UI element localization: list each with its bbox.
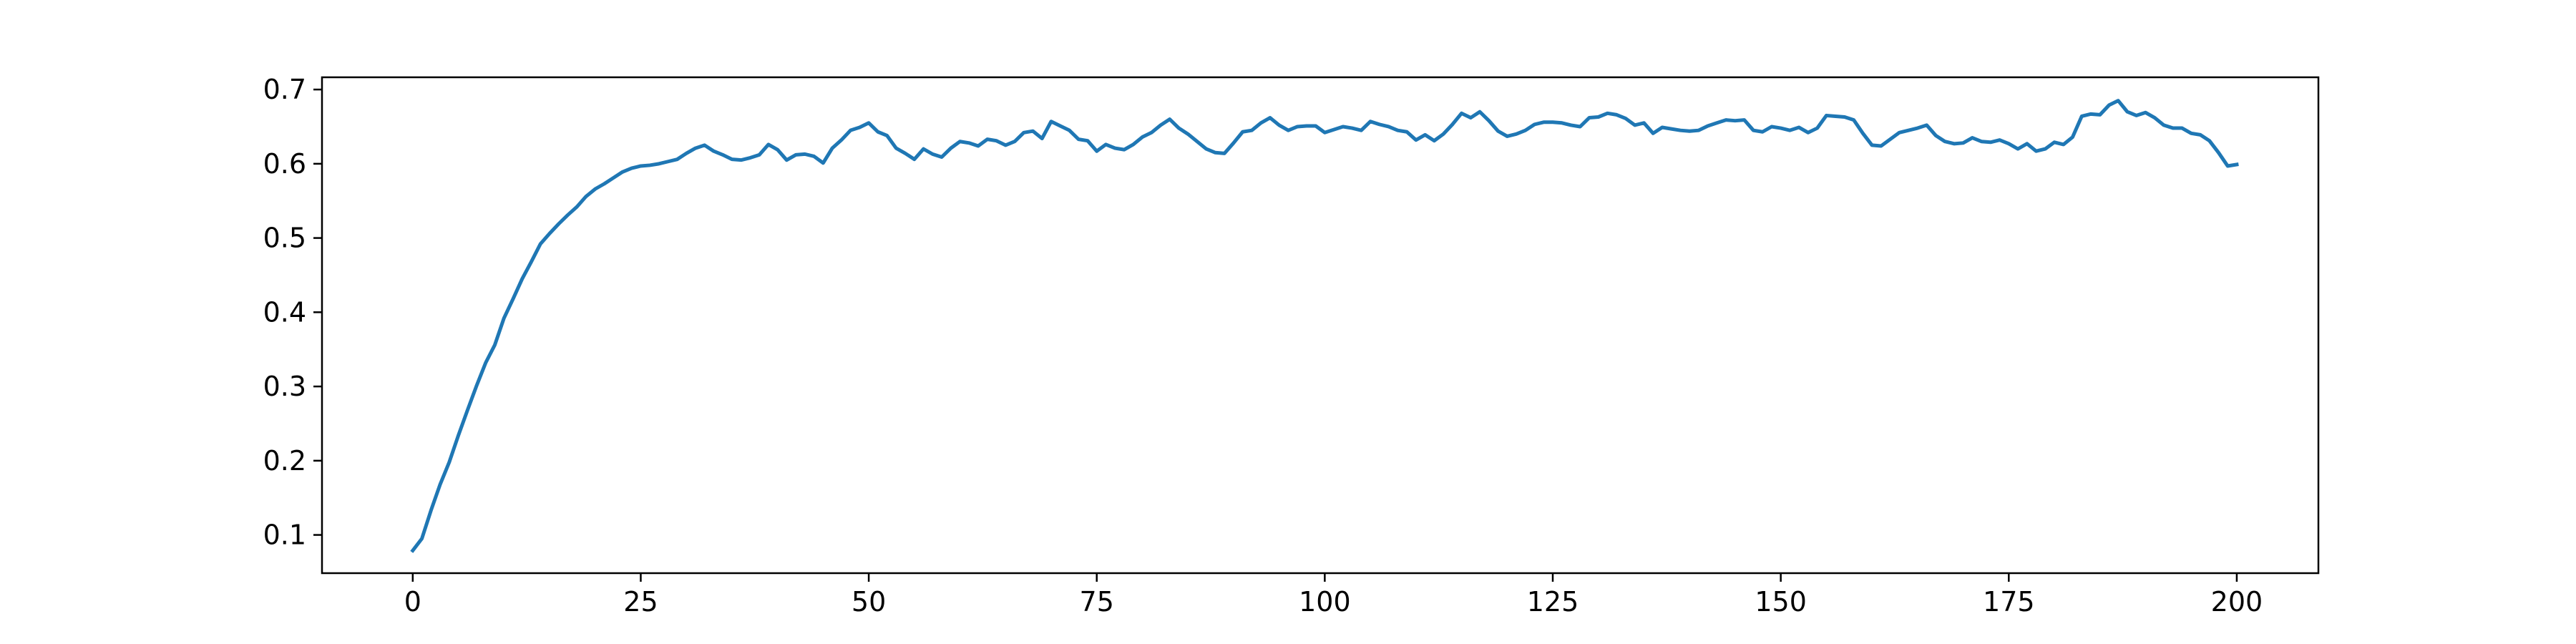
x-tick-label: 150 <box>1755 586 1807 618</box>
x-tick-label: 0 <box>404 586 421 618</box>
data-series-line <box>410 99 2239 553</box>
x-tick-label: 200 <box>2211 586 2263 618</box>
x-tick-label: 100 <box>1299 586 1351 618</box>
x-tick-label: 125 <box>1527 586 1579 618</box>
y-tick-label: 0.7 <box>263 74 306 105</box>
y-tick-label: 0.1 <box>263 519 306 551</box>
y-axis: 0.1 0.2 0.3 0.4 0.5 0.6 0.7 <box>263 74 322 551</box>
y-tick-label: 0.6 <box>263 148 306 180</box>
x-tick-label: 25 <box>623 586 658 618</box>
x-tick-label: 75 <box>1080 586 1114 618</box>
x-axis: 0 25 50 75 100 125 150 175 200 <box>404 573 2263 618</box>
x-tick-label: 175 <box>1983 586 2035 618</box>
y-tick-label: 0.4 <box>263 296 306 328</box>
plot-frame <box>321 76 2320 575</box>
y-tick-label: 0.2 <box>263 445 306 477</box>
y-tick-label: 0.5 <box>263 223 306 254</box>
y-tick-label: 0.3 <box>263 371 306 402</box>
x-tick-label: 50 <box>852 586 886 618</box>
